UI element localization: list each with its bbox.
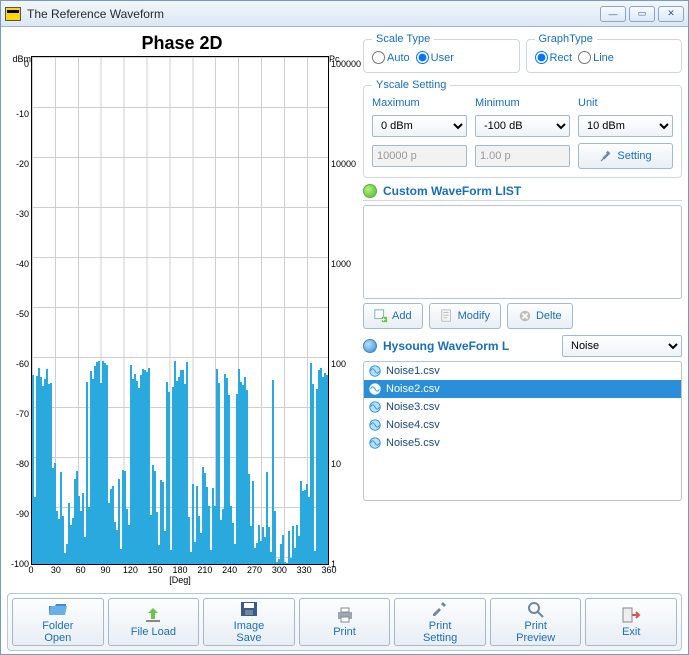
custom-list-title: Custom WaveForm LIST [383,184,521,198]
print-setting-icon [430,600,450,618]
preview-icon [526,600,546,618]
add-icon [374,309,388,323]
window-title: The Reference Waveform [27,7,600,21]
yscale-max-select[interactable]: 0 dBm [372,115,467,137]
list-item[interactable]: Noise4.csv [364,416,681,434]
chart-pane: Phase 2D dBm 0-10-20-30-40-50-60-70-80-9… [7,33,357,587]
window-controls: — ▭ ✕ [600,6,684,22]
yscale-unit-label: Unit [578,97,673,109]
waveform-icon [368,364,382,378]
bottom-toolbar: Folder Open File Load Image Save Print P… [7,593,682,651]
list-item-label: Noise5.csv [386,437,440,449]
yscale-max-label: Maximum [372,97,467,109]
close-button[interactable]: ✕ [658,6,684,22]
add-button[interactable]: Add [363,303,423,329]
custom-list-head: Custom WaveForm LIST [363,184,682,201]
graph-line-radio[interactable] [578,51,591,64]
list-item-label: Noise3.csv [386,401,440,413]
scale-type-legend: Scale Type [372,33,434,45]
chart-title: Phase 2D [7,33,357,54]
print-icon [335,606,355,624]
modify-icon [440,309,454,323]
yscale-raw1-input [372,145,467,167]
yscale-min-label: Minimum [475,97,570,109]
custom-waveform-listbox[interactable] [363,205,682,299]
tools-icon [599,149,613,163]
delete-button[interactable]: Delte [507,303,573,329]
graph-rect-radio[interactable] [535,51,548,64]
delete-icon [518,309,532,323]
exit-icon [621,606,641,624]
hysoung-waveform-list[interactable]: Noise1.csv Noise2.csv Noise3.csv Noise4.csv… [363,361,682,501]
file-load-icon [143,606,163,624]
list-item[interactable]: Noise3.csv [364,398,681,416]
exit-button[interactable]: Exit [585,598,677,646]
scale-auto-radio[interactable] [372,51,385,64]
scale-type-group: Scale Type Auto User [363,33,520,73]
print-preview-button[interactable]: Print Preview [490,598,582,646]
yscale-legend: Yscale Setting [372,79,450,91]
yscale-unit-select[interactable]: 10 dBm [578,115,673,137]
yscale-raw2-input [475,145,570,167]
hysoung-head: Hysoung WaveForm L [363,339,556,353]
minimize-button[interactable]: — [600,6,626,22]
scale-user-option[interactable]: User [416,51,454,64]
image-save-button[interactable]: Image Save [203,598,295,646]
y-axis-right: Pc 100000100001000100101 [329,56,357,565]
list-item-label: Noise4.csv [386,419,440,431]
waveform-icon [368,436,382,450]
folder-open-button[interactable]: Folder Open [12,598,104,646]
chart-plot [31,56,329,565]
save-icon [239,600,259,618]
app-icon [5,7,21,21]
hysoung-select[interactable]: Noise [562,335,682,357]
yscale-setting-button[interactable]: Setting [578,143,673,169]
scale-user-radio[interactable] [416,51,429,64]
yscale-group: Yscale Setting Maximum Minimum Unit 0 dB… [363,79,682,178]
list-item[interactable]: Noise5.csv [364,434,681,452]
modify-button[interactable]: Modify [429,303,501,329]
list-item[interactable]: Noise1.csv [364,362,681,380]
hysoung-title: Hysoung WaveForm L [383,339,509,353]
waveform-icon [368,418,382,432]
list-item[interactable]: Noise2.csv [364,380,681,398]
scale-auto-option[interactable]: Auto [372,51,410,64]
dot-icon [363,184,377,198]
print-button[interactable]: Print [299,598,391,646]
right-pane: Scale Type Auto User GraphType [363,33,682,587]
waveform-icon [368,400,382,414]
maximize-button[interactable]: ▭ [629,6,655,22]
waveform-icon [368,382,382,396]
titlebar: The Reference Waveform — ▭ ✕ [1,1,688,27]
list-item-label: Noise2.csv [386,383,440,395]
graph-type-legend: GraphType [535,33,597,45]
list-item-label: Noise1.csv [386,365,440,377]
folder-open-icon [48,600,68,618]
graph-rect-option[interactable]: Rect [535,51,573,64]
x-axis: [Deg] 0306090120150180210240270300330360 [31,565,329,587]
dot-icon [363,339,377,353]
graph-line-option[interactable]: Line [578,51,614,64]
yscale-min-select[interactable]: -100 dB [475,115,570,137]
graph-type-group: GraphType Rect Line [526,33,683,73]
file-load-button[interactable]: File Load [108,598,200,646]
y-axis-left: dBm 0-10-20-30-40-50-60-70-80-90-100 [7,56,31,565]
print-setting-button[interactable]: Print Setting [394,598,486,646]
x-axis-label: [Deg] [169,575,191,585]
